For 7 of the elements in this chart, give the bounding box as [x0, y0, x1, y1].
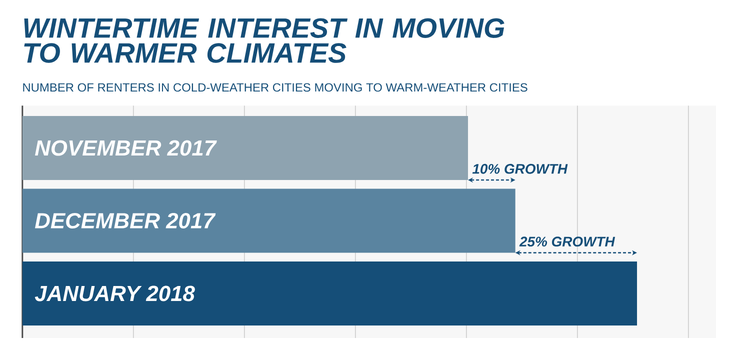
- y-tick-label: NOVEMBER 2017: [34, 140, 217, 156]
- y-tick-label: DECEMBER 2017: [34, 212, 216, 229]
- y-tick-label: JANUARY 2018: [34, 286, 195, 302]
- chart-title: WINTERTIME INTEREST IN MOVING TO WARMER CLIMATES: [24, 18, 504, 63]
- chart-subtitle: NUMBER OF RENTERS IN COLD-WEATHER CITIES MOVING TO WARM-WEATHER CITIES: [23, 83, 528, 92]
- annotation: 10% GROWTH: [472, 164, 568, 174]
- annotation: 25% GROWTH: [519, 236, 616, 247]
